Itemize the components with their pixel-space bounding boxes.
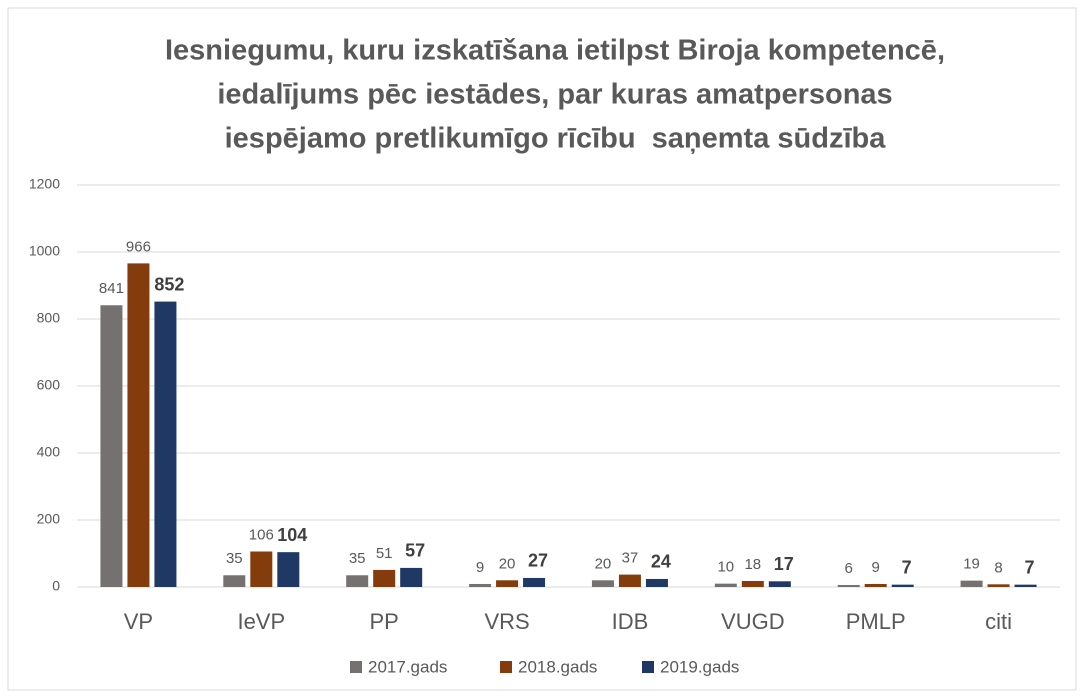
bar bbox=[741, 580, 764, 587]
data-label: 966 bbox=[126, 238, 151, 255]
chart-title: iedalījums pēc iestādes, par kuras amatp… bbox=[217, 79, 892, 111]
legend-label: 2019.gads bbox=[660, 657, 739, 676]
y-tick-label: 1200 bbox=[29, 176, 60, 192]
data-label: 51 bbox=[376, 545, 393, 562]
x-tick-label: IeVP bbox=[237, 609, 285, 634]
x-tick-label: citi bbox=[985, 609, 1012, 634]
data-label: 37 bbox=[622, 550, 639, 567]
bar bbox=[1014, 584, 1037, 587]
y-tick-label: 200 bbox=[37, 511, 61, 527]
bar bbox=[127, 263, 150, 587]
bar bbox=[223, 575, 246, 587]
x-tick-label: IDB bbox=[612, 609, 649, 634]
bar bbox=[373, 569, 396, 587]
data-label: 8 bbox=[994, 559, 1002, 576]
bar bbox=[837, 584, 860, 587]
bar bbox=[154, 301, 177, 587]
chart-title: iespējamo pretlikumīgo rīcību saņemta sū… bbox=[225, 123, 887, 155]
bar bbox=[469, 583, 492, 587]
data-label: 27 bbox=[528, 551, 548, 571]
bar bbox=[400, 567, 423, 587]
data-label: 17 bbox=[774, 554, 794, 574]
bar bbox=[645, 578, 668, 587]
data-label: 35 bbox=[349, 550, 366, 567]
x-tick-label: PP bbox=[370, 609, 399, 634]
bar bbox=[100, 305, 123, 587]
bar bbox=[346, 575, 369, 587]
data-label: 852 bbox=[154, 274, 184, 294]
data-label: 35 bbox=[226, 550, 243, 567]
data-label: 6 bbox=[845, 560, 853, 577]
chart-title: Iesniegumu, kuru izskatīšana ietilpst Bi… bbox=[165, 35, 945, 67]
data-label: 57 bbox=[405, 541, 425, 561]
bar bbox=[496, 580, 519, 587]
data-label: 841 bbox=[99, 280, 124, 297]
bar bbox=[250, 551, 273, 587]
data-label: 9 bbox=[476, 559, 484, 576]
data-label: 18 bbox=[744, 556, 761, 573]
bar bbox=[864, 583, 887, 587]
y-tick-label: 0 bbox=[52, 578, 60, 594]
data-label: 20 bbox=[499, 555, 516, 572]
bar bbox=[891, 584, 914, 587]
x-tick-label: VP bbox=[124, 609, 153, 634]
legend-swatch bbox=[350, 661, 362, 673]
bar bbox=[618, 574, 641, 587]
x-tick-label: PMLP bbox=[846, 609, 906, 634]
y-tick-label: 400 bbox=[37, 444, 61, 460]
x-tick-label: VRS bbox=[484, 609, 529, 634]
chart-frame bbox=[7, 7, 1077, 691]
bar bbox=[960, 580, 983, 587]
legend-label: 2018.gads bbox=[518, 657, 597, 676]
data-label: 106 bbox=[249, 526, 274, 543]
bar bbox=[987, 584, 1010, 587]
data-label: 24 bbox=[651, 552, 671, 572]
bar bbox=[591, 580, 614, 587]
bar bbox=[768, 581, 791, 587]
y-tick-label: 600 bbox=[37, 377, 61, 393]
data-label: 19 bbox=[963, 556, 980, 573]
legend-swatch bbox=[642, 661, 654, 673]
data-label: 104 bbox=[277, 525, 307, 545]
data-label: 7 bbox=[902, 557, 912, 577]
legend-label: 2017.gads bbox=[368, 657, 447, 676]
data-label: 9 bbox=[872, 559, 880, 576]
data-label: 20 bbox=[595, 555, 612, 572]
data-label: 10 bbox=[717, 559, 734, 576]
bar bbox=[277, 552, 300, 587]
y-tick-label: 1000 bbox=[29, 243, 60, 259]
legend-swatch bbox=[500, 661, 512, 673]
x-tick-label: VUGD bbox=[721, 609, 785, 634]
bar bbox=[714, 583, 737, 587]
data-label: 7 bbox=[1025, 557, 1035, 577]
bar bbox=[523, 577, 546, 587]
y-tick-label: 800 bbox=[37, 310, 61, 326]
